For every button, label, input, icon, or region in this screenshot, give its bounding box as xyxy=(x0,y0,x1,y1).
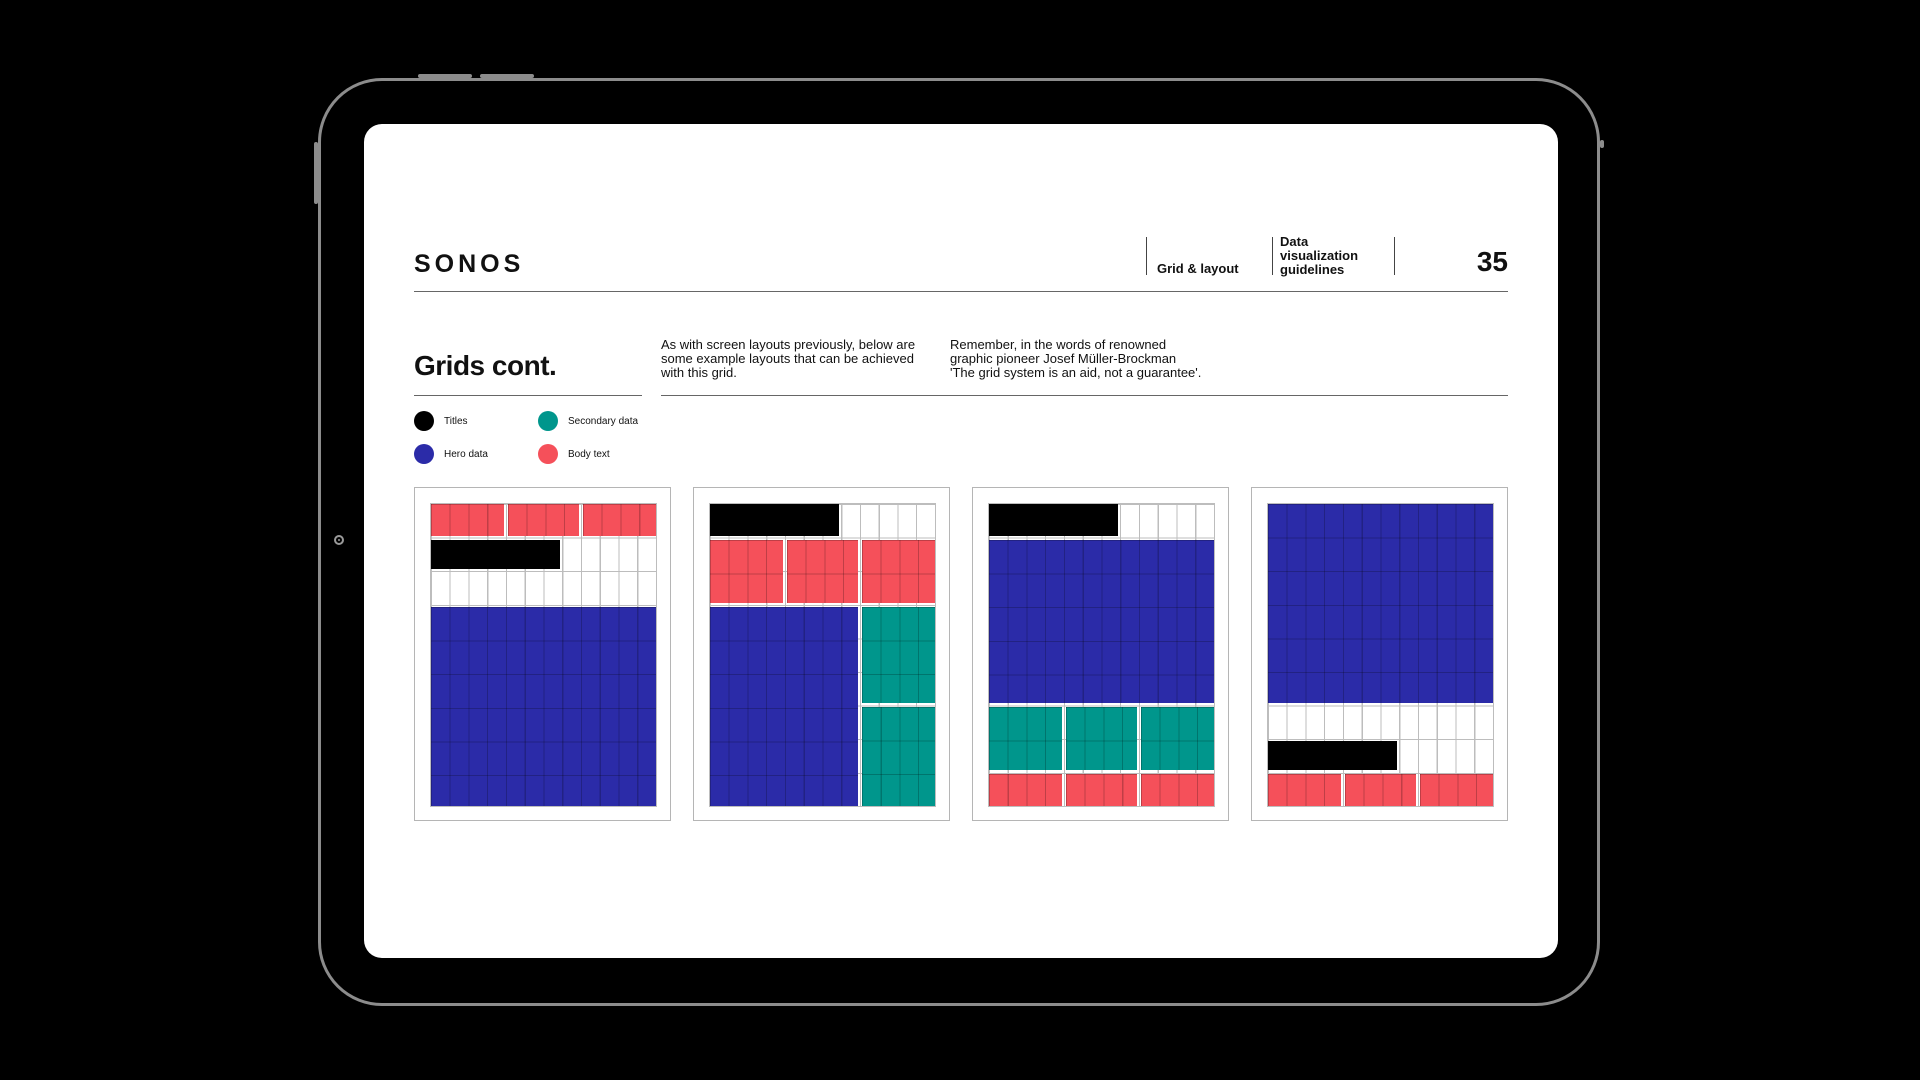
secondary-block xyxy=(1141,707,1214,771)
legend-swatch xyxy=(414,444,434,464)
intro-rule xyxy=(661,395,1508,396)
titles-block xyxy=(989,504,1119,536)
header-rule xyxy=(414,291,1508,292)
body-block xyxy=(508,504,579,536)
secondary-block xyxy=(862,606,935,704)
quote-copy-line: 'The grid system is an aid, not a guaran… xyxy=(950,365,1202,380)
body-block xyxy=(431,504,504,536)
secondary-block xyxy=(989,707,1062,771)
body-block xyxy=(1141,774,1214,806)
body-block xyxy=(1345,774,1416,806)
hero-block xyxy=(431,606,656,807)
hero-block xyxy=(989,539,1214,704)
device-button-volume-up xyxy=(418,74,472,78)
legend-item-secondary-data: Secondary data xyxy=(538,411,638,431)
body-block xyxy=(1268,774,1341,806)
layout-card xyxy=(1251,487,1508,821)
section-label: Grid & layout xyxy=(1157,261,1239,276)
device-button-volume-down xyxy=(480,74,534,78)
device-side-button xyxy=(314,142,318,204)
quote-copy-line: graphic pioneer Josef Müller-Brockman xyxy=(950,351,1177,366)
secondary-block xyxy=(1066,707,1137,771)
layout-card xyxy=(414,487,671,821)
legend-swatch xyxy=(538,411,558,431)
hero-block xyxy=(710,606,858,807)
legend-item-hero-data: Hero data xyxy=(414,444,488,464)
legend-label: Titles xyxy=(444,415,468,427)
doc-title: Data visualization guidelines xyxy=(1280,235,1358,277)
hero-block xyxy=(1268,504,1493,704)
doc-title-line: guidelines xyxy=(1280,262,1345,277)
doc-title-line: visualization xyxy=(1280,248,1359,263)
legend-label: Secondary data xyxy=(568,415,639,427)
body-block xyxy=(583,504,656,536)
body-block xyxy=(710,539,783,603)
title-rule xyxy=(414,395,642,396)
layout-grid xyxy=(1267,503,1494,807)
legend-label: Body text xyxy=(568,448,610,460)
quote-copy: Remember, in the words of renowned graph… xyxy=(950,338,1250,380)
header-divider xyxy=(1394,237,1395,275)
titles-block xyxy=(431,539,561,570)
header-divider xyxy=(1146,237,1147,275)
layout-card xyxy=(693,487,950,821)
titles-block xyxy=(710,504,840,536)
legend-label: Hero data xyxy=(444,448,488,460)
device-power-button xyxy=(1600,140,1604,148)
quote-copy-line: Remember, in the words of renowned xyxy=(950,337,1167,352)
page-number: 35 xyxy=(1476,246,1508,277)
body-block xyxy=(1420,774,1493,806)
layout-grid xyxy=(430,503,657,807)
layout-grid xyxy=(988,503,1215,807)
layout-grid xyxy=(709,503,936,807)
page-title: Grids cont. xyxy=(414,350,557,381)
intro-copy-line: As with screen layouts previously, below… xyxy=(661,337,916,352)
secondary-block xyxy=(862,707,935,806)
doc-title-line: Data xyxy=(1280,234,1309,249)
titles-block xyxy=(1268,740,1398,771)
body-block xyxy=(989,774,1062,806)
legend-item-titles: Titles xyxy=(414,411,468,431)
intro-copy-line: some example layouts that can be achieve… xyxy=(661,351,914,366)
body-block xyxy=(862,539,935,603)
legend-swatch xyxy=(414,411,434,431)
legend-item-body-text: Body text xyxy=(538,444,610,464)
intro-copy-line: with this grid. xyxy=(661,365,737,380)
sonos-logo: SONOS xyxy=(414,250,525,278)
header-divider xyxy=(1272,237,1273,275)
intro-copy: As with screen layouts previously, below… xyxy=(661,338,931,380)
legend-swatch xyxy=(538,444,558,464)
tablet-screen: SONOS Grid & layout Data visualization g… xyxy=(364,124,1558,958)
body-block xyxy=(1066,774,1137,806)
body-block xyxy=(787,539,858,603)
camera-icon xyxy=(334,535,344,545)
layout-card xyxy=(972,487,1229,821)
